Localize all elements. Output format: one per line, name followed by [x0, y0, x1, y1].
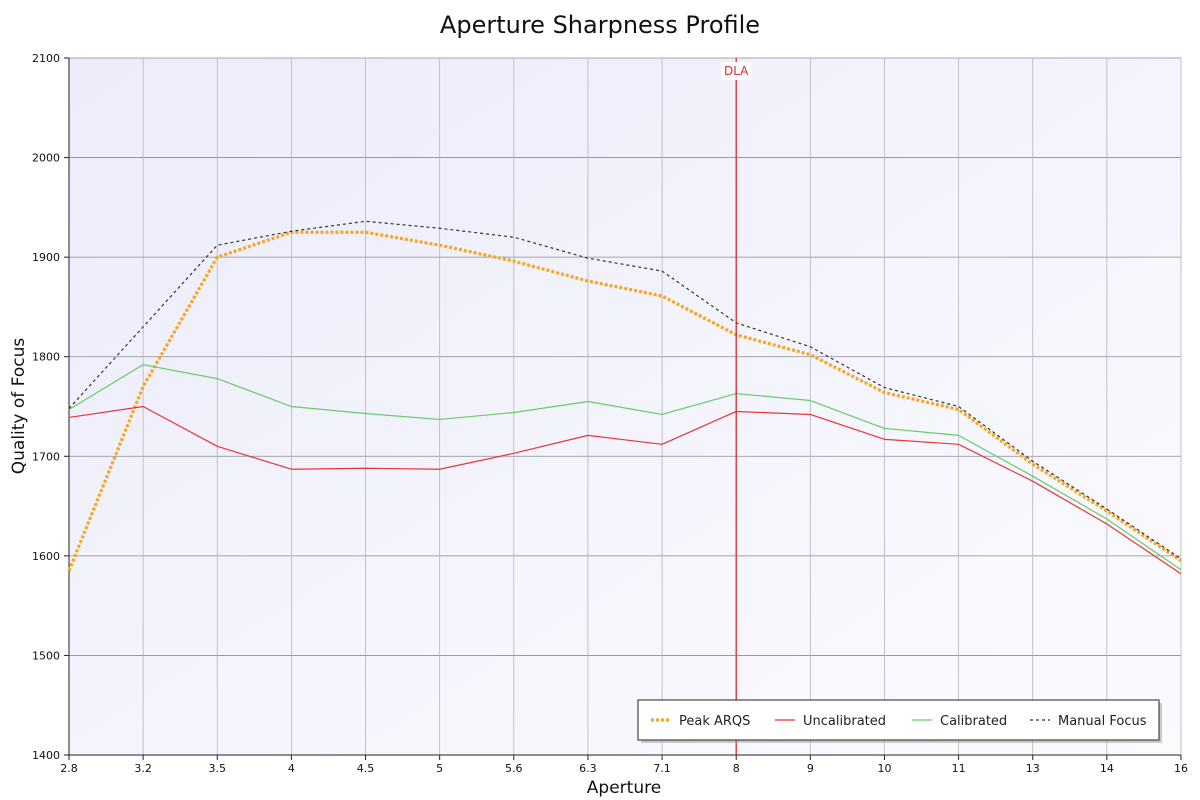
legend-label-uncalibrated: Uncalibrated	[803, 714, 886, 729]
legend: Peak ARQS Uncalibrated Calibrated Manual Fo…	[637, 699, 1162, 743]
y-tick-label: 1900	[32, 251, 60, 264]
x-tick-label: 10	[877, 762, 891, 775]
x-tick-label: 2.8	[60, 762, 78, 775]
dla-label: DLA	[724, 64, 749, 78]
x-tick-label: 3.2	[134, 762, 152, 775]
chart-title: Aperture Sharpness Profile	[440, 11, 760, 39]
x-tick-label: 5.6	[505, 762, 523, 775]
x-tick-label: 5	[436, 762, 443, 775]
x-tick-label: 14	[1100, 762, 1114, 775]
x-tick-label: 3.5	[209, 762, 227, 775]
legend-label-peak-arqs: Peak ARQS	[679, 714, 750, 729]
x-tick-label: 16	[1174, 762, 1188, 775]
series-line-peak-arqs	[67, 230, 1182, 572]
series-line-calibrated	[68, 364, 1182, 571]
x-tick-label: 11	[952, 762, 966, 775]
y-tick-label: 2100	[32, 52, 60, 65]
x-tick-label: 13	[1026, 762, 1040, 775]
x-axis-title: Aperture	[587, 778, 661, 798]
dla-label-bg	[721, 62, 752, 80]
series-line-uncalibrated	[68, 405, 1182, 575]
x-tick-label: 9	[807, 762, 814, 775]
x-tick-label: 8	[733, 762, 740, 775]
y-tick-label: 1800	[32, 351, 60, 364]
series-layer	[67, 220, 1182, 575]
plot-area	[69, 58, 1181, 755]
legend-box	[637, 699, 1160, 741]
y-tick-label: 1600	[32, 550, 60, 563]
axes: 1400 1500 1600 1700 1800 1900 2000 2100 2.8 3.2 3.…	[32, 52, 1188, 775]
legend-label-manual-focus: Manual Focus	[1058, 714, 1147, 729]
y-tick-label: 2000	[32, 152, 60, 165]
y-axis-title: Quality of Focus	[9, 338, 29, 475]
x-tick-label: 4.5	[357, 762, 375, 775]
y-tick-label: 1700	[32, 450, 60, 463]
y-tick-label: 1500	[32, 649, 60, 662]
annotations: DLA	[721, 58, 752, 755]
legend-label-calibrated: Calibrated	[940, 714, 1007, 729]
series-line-manual-focus	[68, 220, 1182, 560]
x-tick-label: 6.3	[579, 762, 597, 775]
x-tick-label: 7.1	[653, 762, 671, 775]
x-tick-label: 4	[288, 762, 295, 775]
y-tick-label: 1400	[32, 749, 60, 762]
